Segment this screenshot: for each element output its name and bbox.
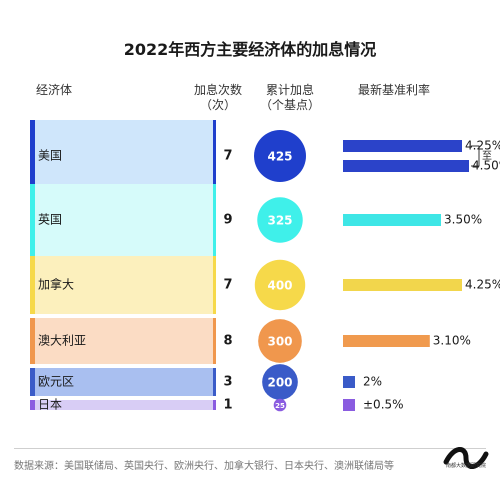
bp-value: 300 <box>267 335 292 349</box>
rate-bar <box>343 160 469 172</box>
row-band-accent <box>213 318 216 364</box>
row-band <box>30 368 216 396</box>
row-band-accent <box>30 368 35 396</box>
rate-bracket-label: 至 <box>482 150 492 162</box>
bp-value: 400 <box>267 279 292 293</box>
economy-label: 日本 <box>38 398 62 412</box>
bp-bubble <box>257 197 303 243</box>
row-band-accent <box>30 256 35 314</box>
logo-text: 南都大数据研究院 <box>445 463 486 469</box>
row-band <box>30 318 216 364</box>
bp-bubble <box>262 364 298 400</box>
rate-bar <box>343 279 462 291</box>
row-band <box>30 184 216 256</box>
bp-value: 200 <box>267 376 292 390</box>
rate-bar <box>343 376 355 388</box>
rate-label: 4.25% <box>465 139 500 153</box>
rate-label: 3.50% <box>444 213 482 227</box>
footer-divider <box>14 448 486 449</box>
economy-label: 欧元区 <box>38 375 74 389</box>
rate-bar <box>343 335 430 347</box>
logo-icon <box>443 447 489 469</box>
bp-bubble <box>254 259 306 311</box>
rate-bar <box>343 399 355 411</box>
row-band-accent <box>30 400 35 410</box>
bp-value: 425 <box>267 150 292 164</box>
hikes-value: 9 <box>223 213 232 228</box>
row-band-accent <box>213 256 216 314</box>
rate-bracket <box>471 145 480 167</box>
chart-title: 2022年西方主要经济体的加息情况 <box>123 40 377 59</box>
bp-value: 325 <box>267 214 292 228</box>
header-hikes: 加息次数 （次） <box>193 83 242 112</box>
rate-label: 3.10% <box>433 334 471 348</box>
row-band-accent <box>30 120 35 192</box>
header-bp: 累计加息 （个基点） <box>259 83 320 112</box>
row-band <box>30 256 216 314</box>
source-note: 数据来源：美国联储局、英国央行、欧洲央行、加拿大银行、日本央行、澳洲联储局等 <box>14 461 394 472</box>
row-band-accent <box>30 184 35 256</box>
bp-value: 25 <box>275 402 285 410</box>
row-band-accent <box>213 184 216 256</box>
hikes-value: 7 <box>223 149 232 164</box>
hikes-value: 7 <box>223 278 232 293</box>
rate-bar <box>343 214 441 226</box>
header-rate: 最新基准利率 <box>358 83 431 97</box>
economy-label: 澳大利亚 <box>38 334 86 348</box>
bp-bubble <box>273 398 287 412</box>
row-band-accent <box>213 120 216 192</box>
row-band-accent <box>213 368 216 396</box>
row-band-accent <box>213 400 216 410</box>
economy-label: 美国 <box>38 149 62 163</box>
hikes-value: 1 <box>223 398 232 413</box>
bp-bubble <box>258 319 302 363</box>
header-economy: 经济体 <box>36 83 73 97</box>
row-band-accent <box>30 318 35 364</box>
rate-label: 2% <box>363 375 382 389</box>
economy-label: 英国 <box>38 213 62 227</box>
hikes-value: 8 <box>223 334 232 349</box>
bp-bubble <box>254 130 306 182</box>
row-band <box>30 120 216 192</box>
row-band <box>30 400 216 410</box>
rate-label: ±0.5% <box>363 398 404 412</box>
economy-label: 加拿大 <box>38 277 74 292</box>
rate-bar <box>343 140 462 152</box>
hikes-value: 3 <box>223 375 232 390</box>
rate-label: 4.25% <box>465 278 500 292</box>
